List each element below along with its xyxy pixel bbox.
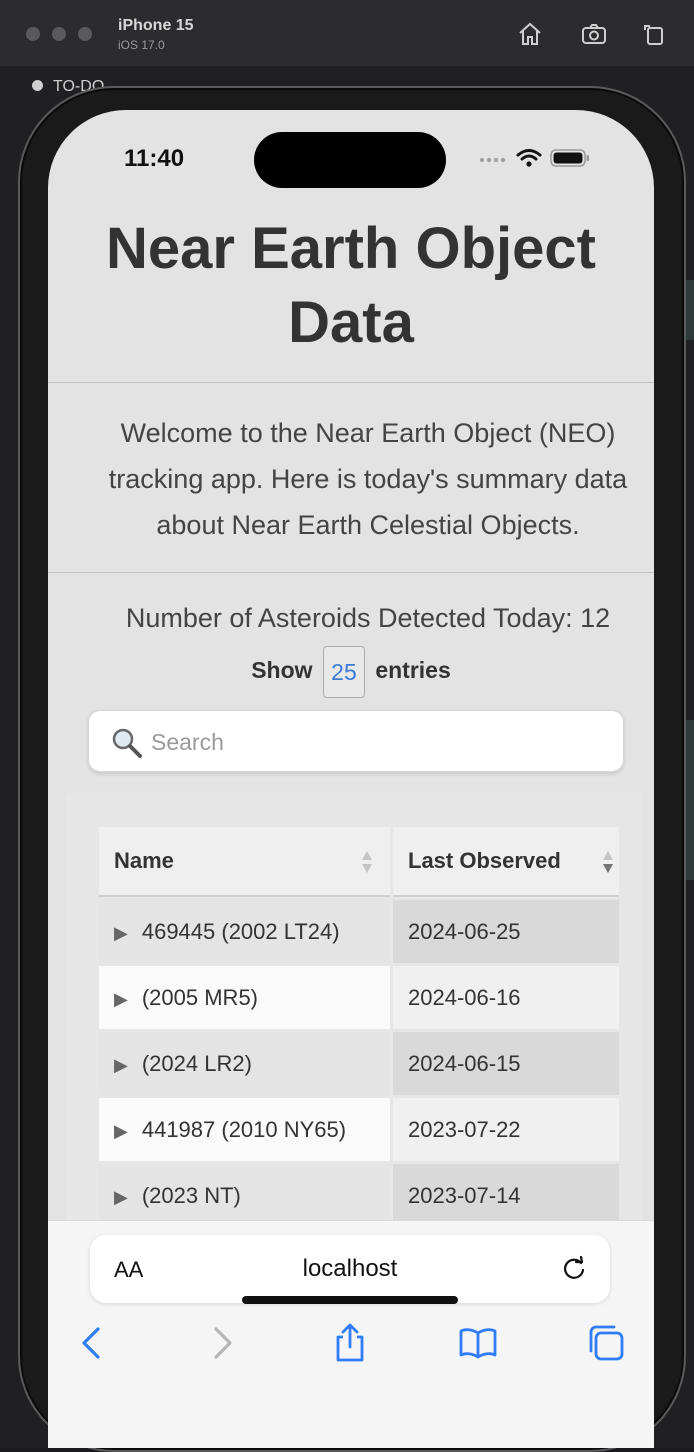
header-label: Name [114, 848, 174, 873]
header-label: Last Observed [408, 848, 561, 873]
last-observed-cell: 2024-06-25 [393, 900, 619, 963]
neo-name: 469445 (2002 LT24) [141, 918, 340, 944]
expand-row-icon[interactable]: ▶ [114, 1186, 128, 1207]
expand-row-icon[interactable]: ▶ [114, 988, 128, 1009]
search-box[interactable] [88, 710, 624, 773]
share-icon[interactable] [330, 1323, 370, 1363]
table-row[interactable]: ▶ 469445 (2002 LT24) 2024-06-25 [99, 900, 619, 963]
forward-icon[interactable] [202, 1323, 242, 1363]
cellular-signal-icon [480, 149, 508, 167]
divider [48, 572, 654, 573]
tabs-icon[interactable] [586, 1323, 626, 1363]
phone-screen: 11:40 Near Earth Object Data Welcome to … [48, 110, 654, 1448]
table-row[interactable]: ▶ 441987 (2010 NY65) 2023-07-22 [99, 1098, 619, 1161]
safari-toolbar: AA localhost [48, 1220, 654, 1448]
rotate-icon[interactable] [640, 20, 668, 48]
last-observed-cell: 2024-06-16 [393, 966, 619, 1029]
column-header-last-observed[interactable]: Last Observed [393, 827, 619, 897]
zoom-window-button[interactable] [78, 27, 92, 41]
address-bar[interactable]: AA localhost [90, 1235, 610, 1303]
table-row[interactable]: ▶ (2023 NT) 2023-07-14 [99, 1164, 619, 1227]
bullet-icon [32, 80, 43, 91]
last-observed-cell: 2024-06-15 [393, 1032, 619, 1095]
search-input[interactable] [149, 711, 613, 773]
intro-text: Welcome to the Near Earth Object (NEO) t… [108, 418, 628, 540]
asteroid-count: Number of Asteroids Detected Today: 12 [125, 603, 611, 633]
bookmarks-icon[interactable] [458, 1323, 498, 1363]
table-container: Name Last Observed ▶ 469445 (200 [66, 792, 642, 1252]
neo-table: Name Last Observed ▶ 469445 (200 [96, 824, 622, 1230]
expand-row-icon[interactable]: ▶ [114, 922, 128, 943]
table-row[interactable]: ▶ (2024 LR2) 2024-06-15 [99, 1032, 619, 1095]
last-observed-cell: 2023-07-14 [393, 1164, 619, 1227]
expand-row-icon[interactable]: ▶ [114, 1054, 128, 1075]
neo-name: 441987 (2010 NY65) [141, 1116, 347, 1142]
home-icon[interactable] [516, 20, 544, 48]
minimize-window-button[interactable] [52, 27, 66, 41]
show-label: Show [251, 657, 313, 684]
os-version: iOS 17.0 [118, 38, 165, 52]
entries-label: entries [375, 657, 451, 684]
table-row[interactable]: ▶ (2005 MR5) 2024-06-16 [99, 966, 619, 1029]
screenshot-icon[interactable] [580, 20, 608, 48]
neo-name: (2005 MR5) [141, 984, 258, 1010]
divider [48, 382, 654, 383]
entries-select[interactable]: 25 [322, 646, 365, 698]
expand-row-icon[interactable]: ▶ [114, 1120, 128, 1141]
status-time: 11:40 [124, 145, 185, 172]
url-text: localhost [302, 1255, 398, 1282]
text-size-button[interactable]: AA [114, 1257, 144, 1282]
dynamic-island [254, 132, 446, 188]
search-icon [112, 728, 142, 758]
last-observed-cell: 2023-07-22 [393, 1098, 619, 1161]
wifi-icon [516, 149, 542, 167]
simulator-toolbar: iPhone 15 iOS 17.0 [0, 0, 694, 67]
device-name: iPhone 15 [118, 17, 194, 34]
reload-icon[interactable] [560, 1255, 588, 1283]
home-indicator [242, 1296, 458, 1304]
column-header-name[interactable]: Name [99, 827, 390, 897]
page-title: Near Earth Object Data [106, 216, 596, 355]
entries-control: Show 25 entries [48, 646, 654, 698]
close-window-button[interactable] [26, 27, 40, 41]
back-icon[interactable] [72, 1323, 112, 1363]
status-indicators [480, 148, 590, 168]
sort-descending-icon [603, 851, 613, 873]
sort-arrows-icon [362, 851, 372, 873]
neo-name: (2023 NT) [141, 1182, 241, 1208]
neo-name: (2024 LR2) [141, 1050, 252, 1076]
battery-icon [550, 149, 589, 167]
